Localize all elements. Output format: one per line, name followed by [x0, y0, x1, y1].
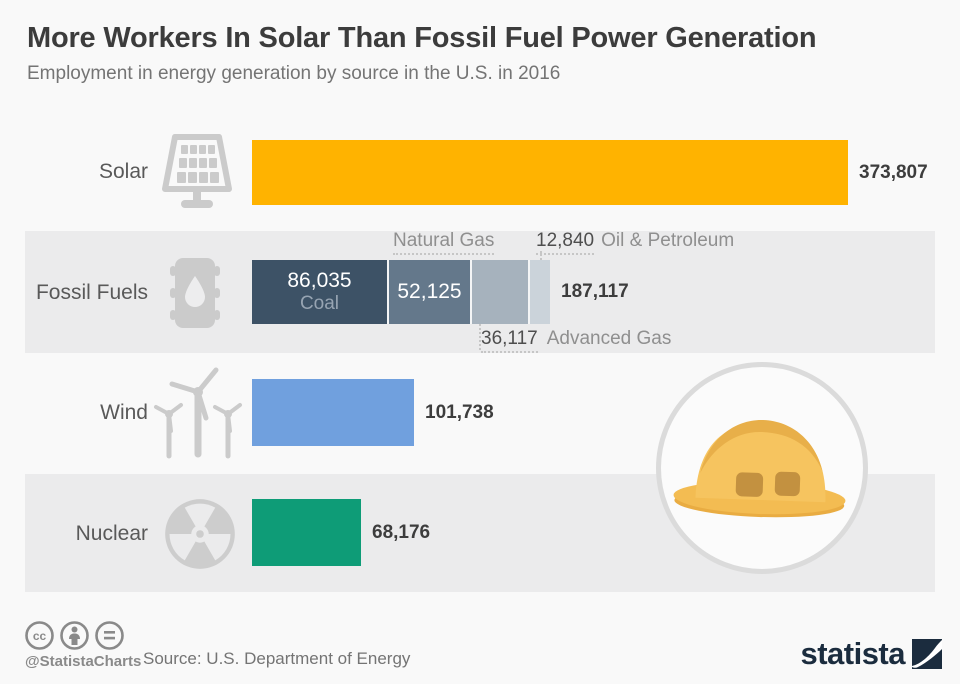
nuclear-value-label: 68,176 [372, 521, 431, 543]
statista-logo[interactable]: statista [800, 636, 942, 672]
natural-gas-value-label: 52,125 [397, 279, 462, 303]
page-subtitle: Employment in energy generation by sourc… [27, 63, 561, 84]
natural-gas-callout-label: Natural Gas [393, 230, 495, 255]
solar-panel-icon [162, 134, 232, 208]
coal-name-label: Coal [299, 292, 340, 314]
coal-value-label: 86,035 [287, 269, 352, 293]
oil-petroleum-segment [530, 260, 550, 324]
natural-gas-callout: Natural Gas [393, 230, 495, 255]
hard-hat-icon [673, 420, 846, 518]
solar-bar [252, 140, 848, 205]
nuclear-bar [252, 499, 361, 566]
solar-bar-row: 373,807 [252, 140, 928, 205]
wind-turbines-icon [154, 367, 242, 459]
coal-segment: 86,035 Coal [252, 260, 389, 324]
cc-attribution-icon[interactable] [59, 620, 90, 651]
page-title: More Workers In Solar Than Fossil Fuel P… [27, 22, 817, 54]
radiation-icon [165, 499, 235, 569]
advanced-gas-connector-line [479, 324, 481, 350]
advanced-gas-callout-value: 36,117 [481, 328, 538, 353]
oil-petroleum-callout: 12,840 Oil & Petroleum [536, 230, 734, 255]
statista-logo-mark [912, 639, 942, 669]
oil-petroleum-connector-line [540, 251, 542, 260]
oil-petroleum-callout-name: Oil & Petroleum [601, 230, 735, 251]
advanced-gas-callout-name: Advanced Gas [546, 328, 672, 349]
fossil-stacked-bar-row: 86,035 Coal 52,125 187,117 [252, 260, 629, 324]
solar-value-label: 373,807 [859, 161, 928, 183]
advanced-gas-segment [472, 260, 530, 324]
cc-equal-icon[interactable] [94, 620, 125, 651]
wind-bar-row: 101,738 [252, 379, 494, 446]
natural-gas-segment: 52,125 [389, 260, 472, 324]
nuclear-bar-row: 68,176 [252, 499, 430, 566]
svg-text:cc: cc [33, 629, 47, 643]
hard-hat-illustration [656, 362, 868, 574]
wind-bar [252, 379, 414, 446]
wind-value-label: 101,738 [425, 401, 494, 423]
advanced-gas-callout: 36,117 Advanced Gas [481, 328, 671, 353]
category-label-solar: Solar [98, 160, 148, 183]
category-label-fossil-fuels: Fossil Fuels [35, 281, 148, 304]
category-label-nuclear: Nuclear [75, 522, 148, 545]
oil-barrel-icon [170, 258, 220, 328]
oil-petroleum-callout-value: 12,840 [536, 230, 595, 255]
source-text: Source: U.S. Department of Energy [143, 649, 411, 668]
cc-license-icon[interactable]: cc [24, 620, 55, 651]
license-icons: cc [24, 620, 125, 651]
category-label-wind: Wind [100, 401, 148, 424]
statista-logo-text: statista [800, 636, 905, 671]
fossil-total-value-label: 187,117 [561, 281, 629, 302]
statista-charts-handle[interactable]: @StatistaCharts [25, 653, 142, 670]
